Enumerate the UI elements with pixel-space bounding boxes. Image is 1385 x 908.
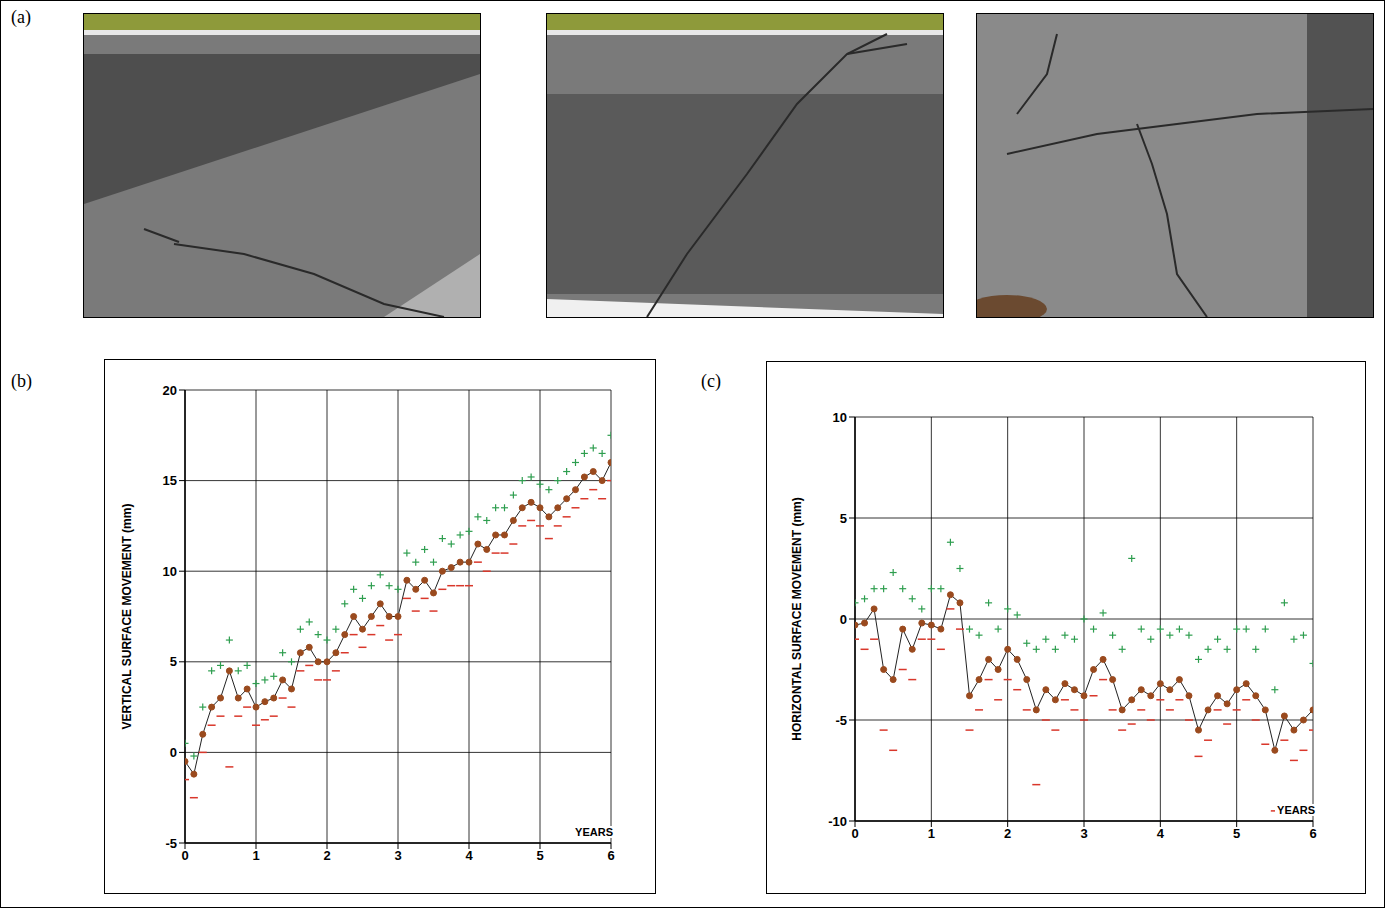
svg-text:4: 4 [465,848,473,863]
svg-text:0: 0 [840,612,847,627]
html-text:(c): (c) [701,371,721,391]
html-text:YEARS: YEARS [575,826,613,838]
svg-text:10: 10 [833,410,847,425]
html-text:(b): (b) [11,371,32,391]
svg-text:HORIZONTAL SURFACE MOVEMENT (m: HORIZONTAL SURFACE MOVEMENT (mm) [790,497,804,741]
svg-text:2: 2 [323,848,330,863]
svg-text:1: 1 [252,848,259,863]
svg-text:4: 4 [1157,826,1165,841]
svg-text:5: 5 [840,511,847,526]
svg-text:VERTICAL SURFACE MOVEMENT (mm): VERTICAL SURFACE MOVEMENT (mm) [120,504,134,730]
html-text:(a): (a) [11,7,31,27]
html-text:YEARS: YEARS [1277,804,1315,816]
svg-text:3: 3 [394,848,401,863]
svg-text:20: 20 [163,383,177,398]
svg-text:6: 6 [1309,826,1316,841]
svg-text:0: 0 [170,745,177,760]
svg-text:0: 0 [181,848,188,863]
svg-text:3: 3 [1080,826,1087,841]
svg-text:-10: -10 [828,814,847,829]
svg-text:1: 1 [928,826,935,841]
svg-text:-5: -5 [165,836,177,851]
svg-text:2: 2 [1004,826,1011,841]
svg-text:5: 5 [1233,826,1240,841]
svg-text:-5: -5 [835,713,847,728]
svg-text:15: 15 [163,473,177,488]
svg-text:0: 0 [851,826,858,841]
svg-text:5: 5 [536,848,543,863]
svg-text:5: 5 [170,654,177,669]
svg-text:6: 6 [607,848,614,863]
svg-text:10: 10 [163,564,177,579]
